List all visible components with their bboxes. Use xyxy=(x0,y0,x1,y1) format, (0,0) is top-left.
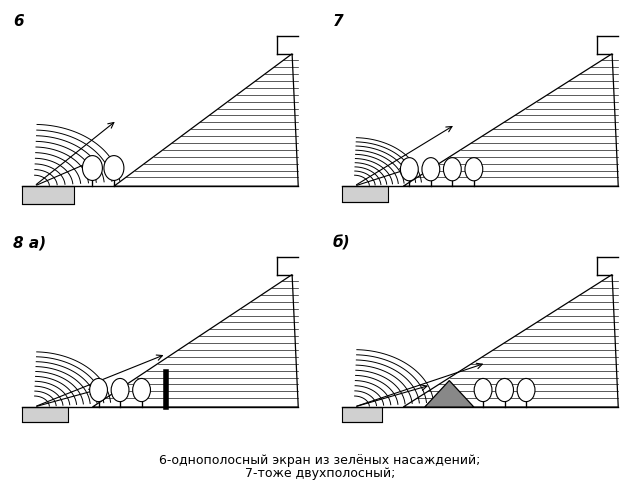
Polygon shape xyxy=(342,407,381,422)
Ellipse shape xyxy=(444,157,461,181)
Text: 8 а): 8 а) xyxy=(13,235,46,250)
Ellipse shape xyxy=(465,157,483,181)
Polygon shape xyxy=(403,275,618,407)
Text: 6: 6 xyxy=(13,14,24,29)
Ellipse shape xyxy=(474,378,492,402)
Ellipse shape xyxy=(517,378,535,402)
Ellipse shape xyxy=(422,157,440,181)
Text: 7: 7 xyxy=(333,14,344,29)
Polygon shape xyxy=(22,407,68,422)
Ellipse shape xyxy=(104,156,124,180)
Text: 6-однополосный экран из зелёных насаждений;: 6-однополосный экран из зелёных насажден… xyxy=(159,454,481,467)
Ellipse shape xyxy=(401,157,419,181)
Polygon shape xyxy=(22,186,74,204)
Polygon shape xyxy=(114,54,298,186)
Ellipse shape xyxy=(132,378,150,402)
Ellipse shape xyxy=(111,378,129,402)
Polygon shape xyxy=(92,275,298,407)
Ellipse shape xyxy=(495,378,513,402)
Text: б): б) xyxy=(333,235,351,251)
Polygon shape xyxy=(403,54,618,186)
Ellipse shape xyxy=(90,378,108,402)
Polygon shape xyxy=(425,381,474,407)
Polygon shape xyxy=(342,186,388,202)
Ellipse shape xyxy=(83,156,102,180)
Text: 7-тоже двухполосный;: 7-тоже двухполосный; xyxy=(245,467,395,480)
